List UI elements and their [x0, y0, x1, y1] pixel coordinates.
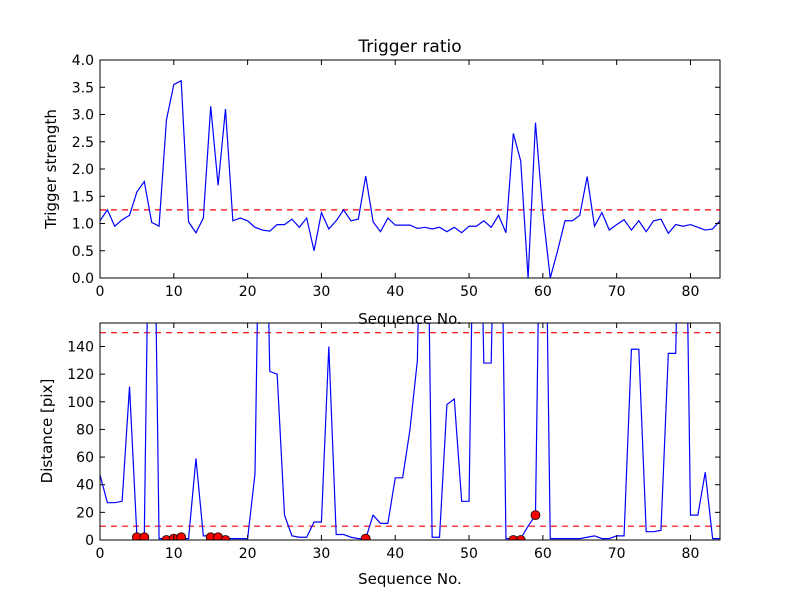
y-tick-label: 0.5	[72, 244, 94, 260]
x-tick-label: 40	[386, 546, 404, 562]
data-line	[100, 79, 720, 278]
data-marker	[220, 535, 231, 540]
distance-plot: 0 10 20 30 40 50 60 70 80 0 20 40 60 80 100 120 140 Sequ…	[38, 322, 721, 588]
tick-group: 0 10 20 30 40 50 60 70 80 0.0 0.5 1.0 1.5 2.0 2.5 3.0 3.…	[72, 53, 720, 300]
y-axis-label: Trigger strength	[42, 109, 60, 230]
y-tick-label: 2.5	[72, 135, 94, 151]
x-tick-label: 50	[460, 284, 478, 300]
trigger-ratio-plot: Trigger ratio 0 10 20 30 40 50 60 70 80 0.0 0.5 1.0…	[42, 37, 721, 328]
data-marker	[515, 535, 526, 540]
x-tick-label: 70	[608, 546, 626, 562]
y-tick-label: 80	[76, 422, 94, 438]
x-axis-label: Sequence No.	[358, 310, 462, 328]
y-tick-label: 120	[67, 367, 94, 383]
axes-frame	[99, 322, 721, 541]
x-tick-label: 20	[239, 546, 257, 562]
y-tick-label: 3.5	[72, 80, 94, 96]
x-tick-label: 10	[165, 546, 183, 562]
x-tick-label: 60	[534, 546, 552, 562]
data-marker	[508, 535, 519, 540]
x-tick-label: 40	[386, 284, 404, 300]
x-tick-label: 80	[682, 546, 700, 562]
y-tick-label: 0	[85, 533, 94, 549]
y-tick-label: 140	[67, 339, 94, 355]
y-tick-label: 2.0	[72, 162, 94, 178]
y-tick-label: 3.0	[72, 108, 94, 124]
y-tick-label: 1.5	[72, 189, 94, 205]
plot-area	[100, 79, 720, 278]
data-marker	[360, 533, 371, 540]
axes-frame	[99, 59, 721, 279]
x-tick-label: 10	[165, 284, 183, 300]
x-axis-label: Sequence No.	[358, 570, 462, 588]
x-tick-label: 0	[96, 546, 105, 562]
y-tick-label: 20	[76, 505, 94, 521]
x-tick-label: 30	[313, 546, 331, 562]
x-tick-label: 70	[608, 284, 626, 300]
y-tick-label: 4.0	[72, 53, 94, 69]
data-marker	[139, 532, 150, 540]
x-tick-label: 50	[460, 546, 478, 562]
y-tick-label: 100	[67, 395, 94, 411]
chart-title: Trigger ratio	[357, 37, 461, 57]
y-axis-label: Distance [pix]	[38, 379, 56, 484]
x-tick-label: 80	[682, 284, 700, 300]
plot-area	[100, 323, 720, 540]
data-marker	[530, 510, 541, 521]
tick-group: 0 10 20 30 40 50 60 70 80 0 20 40 60 80 100 120 140	[67, 323, 720, 562]
y-tick-label: 1.0	[72, 217, 94, 233]
y-tick-label: 40	[76, 478, 94, 494]
data-marker	[161, 535, 172, 540]
y-tick-label: 60	[76, 450, 94, 466]
x-tick-label: 0	[96, 284, 105, 300]
x-tick-label: 60	[534, 284, 552, 300]
data-marker	[176, 532, 187, 540]
x-tick-label: 30	[313, 284, 331, 300]
x-tick-label: 20	[239, 284, 257, 300]
data-line	[100, 323, 720, 540]
y-tick-label: 0.0	[72, 271, 94, 287]
